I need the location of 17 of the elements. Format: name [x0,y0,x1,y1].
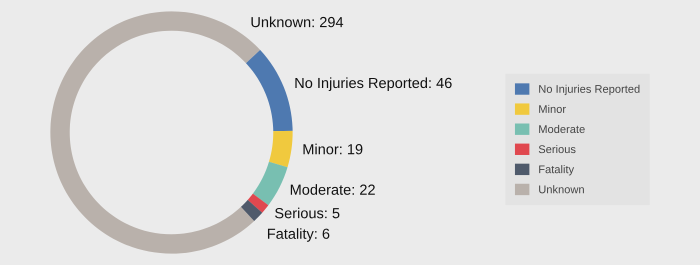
data-label: Moderate: 22 [290,184,375,195]
donut-slice [268,130,293,168]
data-label: Minor: 19 [303,144,362,154]
legend-label: No Injuries Reported [539,84,640,96]
donut-slice [240,200,262,222]
legend-label: Serious [538,144,576,154]
data-label: Fatality: 6 [268,228,330,242]
data-label: Serious: 5 [275,208,340,218]
legend-label: Unknown [539,185,584,194]
donut-slice [246,50,293,132]
donut-slice [248,194,268,213]
data-label: No Injuries Reported: 46 [295,77,452,91]
legend-label: Moderate [539,124,585,134]
legend-label: Minor [539,104,566,113]
donut-slice [252,162,288,206]
data-label: Unknown: 294 [251,16,344,28]
legend-label: Fatality [539,165,574,176]
